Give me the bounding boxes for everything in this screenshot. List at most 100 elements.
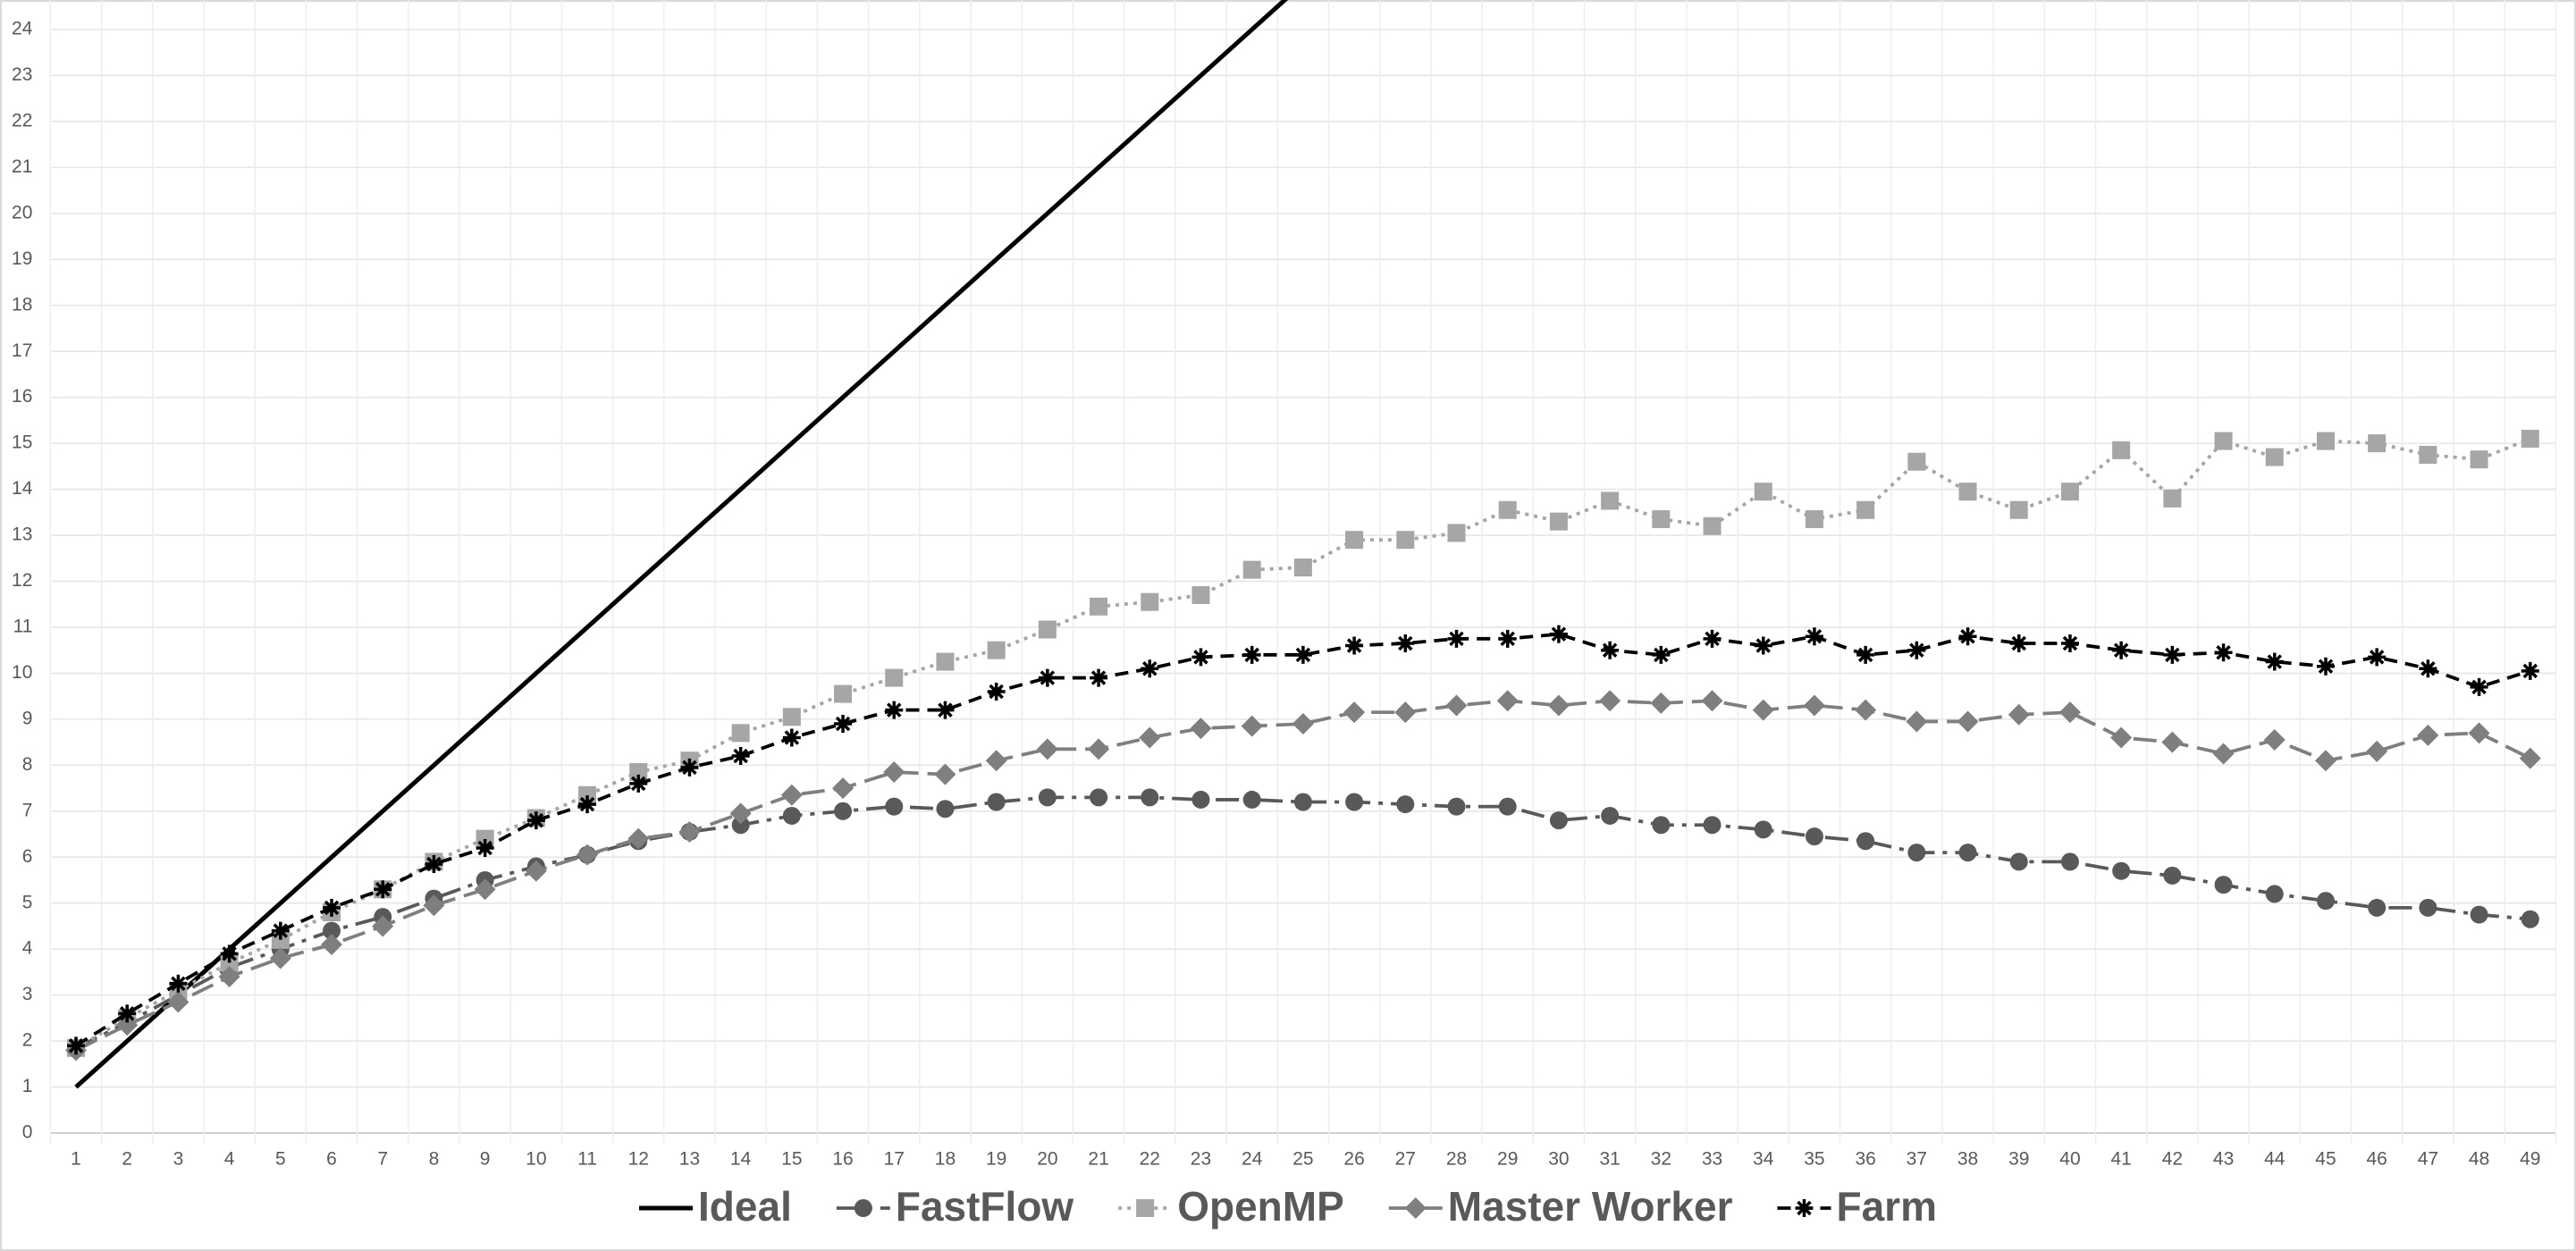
diamond-marker bbox=[2263, 729, 2286, 751]
x-tick-label: 22 bbox=[1140, 1149, 1160, 1170]
asterisk-marker bbox=[1242, 645, 1261, 664]
diamond-marker bbox=[423, 894, 445, 917]
diamond-marker bbox=[2519, 747, 2541, 769]
y-tick-label: 20 bbox=[12, 202, 32, 222]
diamond-marker bbox=[832, 777, 854, 800]
circle-marker bbox=[1293, 793, 1312, 811]
diamond-marker bbox=[2161, 731, 2184, 753]
circle-marker bbox=[2368, 898, 2387, 917]
x-tick-label: 3 bbox=[173, 1149, 184, 1170]
asterisk-marker bbox=[323, 898, 341, 917]
asterisk-marker bbox=[169, 974, 188, 993]
x-tick-label: 31 bbox=[1599, 1149, 1620, 1170]
x-tick-label: 6 bbox=[326, 1149, 337, 1170]
diamond-marker bbox=[1496, 690, 1519, 712]
diamond-marker bbox=[678, 820, 701, 843]
y-tick-label: 23 bbox=[12, 64, 32, 85]
asterisk-marker bbox=[2009, 634, 2028, 652]
circle-marker bbox=[2214, 876, 2233, 894]
asterisk-marker bbox=[2060, 634, 2079, 652]
circle-marker bbox=[1703, 816, 1722, 835]
circle-marker bbox=[1805, 827, 1823, 846]
square-marker bbox=[2060, 483, 2079, 501]
square-marker bbox=[987, 641, 1006, 659]
diamond-marker bbox=[1343, 701, 1366, 724]
y-tick-label: 15 bbox=[12, 432, 32, 453]
square-marker bbox=[2009, 500, 2028, 519]
x-tick-label: 23 bbox=[1191, 1149, 1211, 1170]
x-tick-label: 39 bbox=[2008, 1149, 2029, 1170]
x-tick-label: 2 bbox=[122, 1149, 132, 1170]
square-marker bbox=[1601, 491, 1620, 510]
x-tick-label: 32 bbox=[1651, 1149, 1671, 1170]
diamond-marker bbox=[1088, 738, 1110, 760]
asterisk-marker bbox=[2112, 641, 2131, 659]
diamond-marker bbox=[1036, 738, 1058, 760]
asterisk-marker bbox=[1191, 648, 1210, 667]
circle-marker bbox=[834, 802, 853, 820]
x-tick-label: 40 bbox=[2059, 1149, 2080, 1170]
y-tick-label: 21 bbox=[12, 156, 32, 177]
circle-marker bbox=[2112, 861, 2131, 880]
diamond-marker bbox=[2468, 722, 2490, 744]
diamond-marker bbox=[1855, 699, 1877, 721]
x-tick-label: 21 bbox=[1088, 1149, 1108, 1170]
diamond-marker bbox=[218, 966, 240, 988]
square-marker bbox=[1805, 510, 1823, 529]
y-tick-label: 3 bbox=[22, 984, 33, 1004]
y-tick-label: 7 bbox=[22, 800, 33, 820]
x-tick-label: 13 bbox=[679, 1149, 700, 1170]
asterisk-marker bbox=[67, 1037, 86, 1055]
y-tick-label: 5 bbox=[22, 892, 33, 912]
x-tick-label: 30 bbox=[1548, 1149, 1569, 1170]
diamond-marker bbox=[883, 761, 905, 784]
x-tick-label: 48 bbox=[2469, 1149, 2489, 1170]
legend-label: Master Worker bbox=[1448, 1183, 1733, 1230]
circle-marker bbox=[1498, 797, 1517, 816]
asterisk-marker bbox=[2419, 659, 2437, 678]
x-tick-label: 15 bbox=[781, 1149, 802, 1170]
diamond-marker bbox=[269, 947, 291, 970]
asterisk-marker bbox=[1345, 636, 1364, 655]
asterisk-marker bbox=[1549, 625, 1568, 643]
asterisk-marker bbox=[374, 880, 392, 899]
legend-item: FastFlow bbox=[836, 1183, 1073, 1230]
asterisk-marker bbox=[1141, 659, 1159, 678]
diamond-marker bbox=[372, 915, 394, 937]
square-marker bbox=[1549, 512, 1568, 531]
legend-label: Ideal bbox=[698, 1183, 792, 1230]
diamond-marker bbox=[525, 860, 547, 882]
diamond-marker bbox=[1241, 715, 1263, 737]
circle-marker bbox=[1090, 788, 1108, 807]
square-marker bbox=[1498, 500, 1517, 519]
asterisk-marker bbox=[1447, 629, 1466, 648]
diamond-marker bbox=[1650, 692, 1672, 714]
asterisk-marker bbox=[2265, 652, 2284, 671]
axes-layer: 0123456789101112131415161718192021222324… bbox=[12, 19, 2540, 1170]
diamond-marker bbox=[1394, 701, 1417, 724]
diamond-marker bbox=[1404, 1197, 1427, 1219]
asterisk-marker bbox=[2214, 643, 2233, 662]
circle-marker bbox=[987, 793, 1006, 811]
square-marker bbox=[1293, 558, 1312, 577]
x-tick-label: 16 bbox=[832, 1149, 853, 1170]
square-marker bbox=[1242, 560, 1261, 579]
x-tick-label: 35 bbox=[1804, 1149, 1824, 1170]
x-tick-label: 43 bbox=[2213, 1149, 2234, 1170]
y-tick-label: 10 bbox=[12, 662, 32, 683]
circle-marker bbox=[1242, 790, 1261, 809]
legend-label: Farm bbox=[1836, 1183, 1936, 1230]
square-marker bbox=[1652, 510, 1671, 529]
y-tick-label: 0 bbox=[22, 1122, 33, 1143]
circle-marker bbox=[782, 806, 801, 825]
x-tick-label: 29 bbox=[1497, 1149, 1518, 1170]
square-marker bbox=[1754, 483, 1772, 501]
square-marker bbox=[2112, 441, 2131, 459]
x-tick-label: 17 bbox=[884, 1149, 905, 1170]
diamond-marker bbox=[1599, 690, 1621, 712]
circle-marker bbox=[1601, 806, 1620, 825]
square-marker bbox=[782, 708, 801, 726]
asterisk-marker bbox=[526, 811, 545, 830]
